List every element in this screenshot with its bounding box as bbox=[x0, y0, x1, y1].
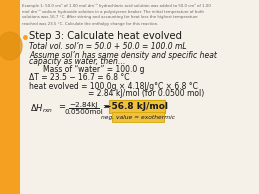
Text: reached was 23.5 °C. Calculate the enthalpy change for this reaction.: reached was 23.5 °C. Calculate the entha… bbox=[22, 22, 158, 26]
Text: = 2.84 kJ/mol (for 0.0500 mol): = 2.84 kJ/mol (for 0.0500 mol) bbox=[88, 89, 204, 99]
Text: Example 1: 50.0 cm³ of 1.00 mol dm⁻³ hydrochloric acid solution was added to 50.: Example 1: 50.0 cm³ of 1.00 mol dm⁻³ hyd… bbox=[22, 3, 211, 8]
Text: =: = bbox=[102, 102, 109, 112]
Text: solutions was 16.7 °C. After stirring and accounting for heat loss the highest t: solutions was 16.7 °C. After stirring an… bbox=[22, 15, 198, 19]
Text: Mass of “water” = 100.0 g: Mass of “water” = 100.0 g bbox=[43, 65, 145, 74]
FancyBboxPatch shape bbox=[109, 100, 164, 113]
Text: capacity as water, then…: capacity as water, then… bbox=[29, 57, 126, 67]
Ellipse shape bbox=[0, 32, 22, 60]
Text: Step 3: Calculate heat evolved: Step 3: Calculate heat evolved bbox=[29, 31, 182, 41]
Text: ΔT = 23.5 − 16.7 = 6.8 °C: ΔT = 23.5 − 16.7 = 6.8 °C bbox=[29, 74, 130, 82]
Bar bbox=[0, 0, 20, 194]
Text: $\Delta H_{rxn}$: $\Delta H_{rxn}$ bbox=[30, 102, 53, 115]
Text: Assume sol’n has same density and specific heat: Assume sol’n has same density and specif… bbox=[29, 50, 217, 60]
Text: −56.8 kJ/mol: −56.8 kJ/mol bbox=[104, 102, 169, 111]
Text: 0.0500mol: 0.0500mol bbox=[65, 108, 103, 114]
Text: heat evolved = 100.0g × 4.18J/g°C × 6.8 °C: heat evolved = 100.0g × 4.18J/g°C × 6.8 … bbox=[29, 82, 198, 91]
Text: Total vol. sol’n = 50.0 + 50.0 = 100.0 mL: Total vol. sol’n = 50.0 + 50.0 = 100.0 m… bbox=[29, 42, 187, 51]
Text: −2.84kJ: −2.84kJ bbox=[70, 102, 98, 108]
Text: neg. value = exothermic: neg. value = exothermic bbox=[101, 114, 175, 120]
Text: =: = bbox=[58, 102, 65, 112]
FancyBboxPatch shape bbox=[112, 112, 164, 122]
Text: mol dm⁻³ sodium hydroxide solution in a polystyrene beaker. The initial temperat: mol dm⁻³ sodium hydroxide solution in a … bbox=[22, 9, 204, 14]
Text: •: • bbox=[21, 32, 30, 46]
